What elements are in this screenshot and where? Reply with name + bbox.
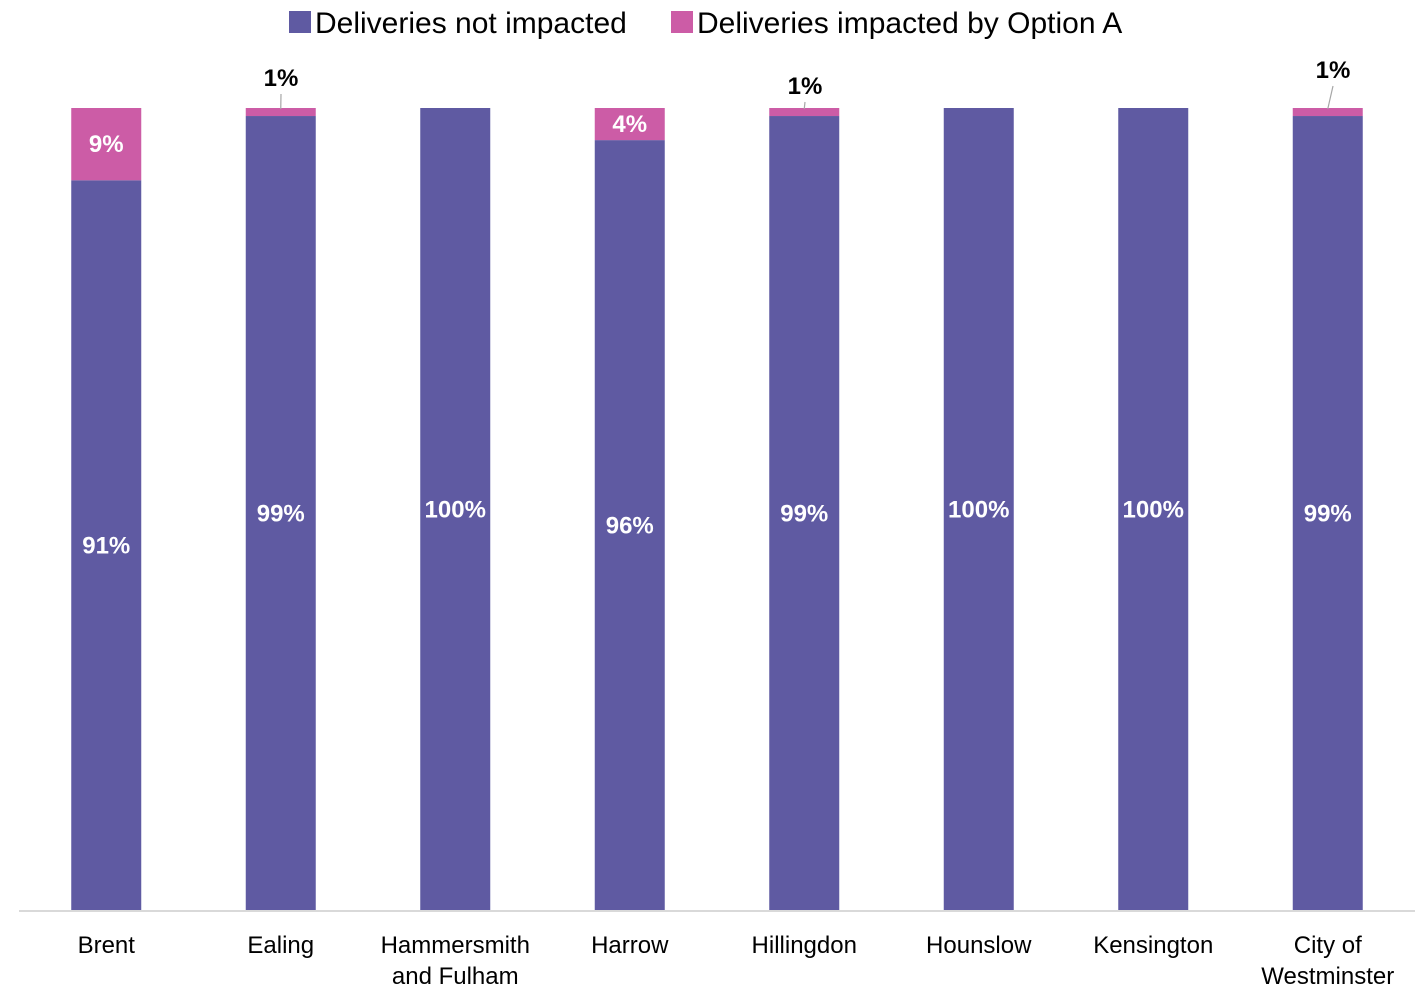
category-label-line: Hillingdon xyxy=(752,932,857,959)
category-label-line: Hammersmith xyxy=(381,932,530,959)
legend-swatch-impacted xyxy=(671,11,693,33)
category-label: City of Westminster xyxy=(1261,932,1394,988)
legend-label-not-impacted: Deliveries not impacted xyxy=(315,7,627,40)
data-label-impacted: 1% xyxy=(1316,57,1351,84)
data-label-not-impacted: 96% xyxy=(606,513,654,540)
category-label-line: Hounslow xyxy=(926,932,1032,959)
data-label-not-impacted: 99% xyxy=(780,501,828,528)
category-label-line: Westminster xyxy=(1261,963,1394,988)
bar-impacted xyxy=(769,108,839,116)
data-label-not-impacted: 100% xyxy=(948,497,1009,524)
category-label: Harrow xyxy=(591,932,669,959)
data-label-not-impacted: 99% xyxy=(1304,501,1352,528)
data-label-not-impacted: 100% xyxy=(1123,497,1184,524)
category-label-line: Harrow xyxy=(591,932,669,959)
category-label: Ealing xyxy=(247,932,314,959)
data-label-impacted: 1% xyxy=(264,65,299,92)
data-label-not-impacted: 99% xyxy=(257,501,305,528)
category-label-line: Brent xyxy=(78,932,136,959)
data-label-leader-line xyxy=(1328,86,1333,109)
category-label: Brent xyxy=(78,932,136,959)
category-label-line: Ealing xyxy=(247,932,314,959)
category-label-line: Kensington xyxy=(1093,932,1213,959)
category-label: Hammersmith and Fulham xyxy=(381,932,530,988)
data-label-not-impacted: 91% xyxy=(82,533,130,560)
bar-impacted xyxy=(246,108,316,116)
data-label-not-impacted: 100% xyxy=(425,497,486,524)
category-labels-group: Brent Ealing Hammersmith and Fulham Harrow Hi… xyxy=(78,932,1395,988)
category-label: Hounslow xyxy=(926,932,1032,959)
category-label: Hillingdon xyxy=(752,932,857,959)
category-label: Kensington xyxy=(1093,932,1213,959)
category-label-line: City of xyxy=(1294,932,1362,959)
data-label-impacted: 4% xyxy=(612,111,647,138)
data-label-impacted: 9% xyxy=(89,131,124,158)
bar-impacted xyxy=(1293,108,1363,116)
data-label-leader-line xyxy=(804,102,805,109)
category-label-line: and Fulham xyxy=(392,963,519,988)
legend-label-impacted: Deliveries impacted by Option A xyxy=(697,7,1122,40)
legend: Deliveries not impacted Deliveries impac… xyxy=(289,7,1122,40)
data-label-impacted: 1% xyxy=(788,73,823,100)
legend-swatch-not-impacted xyxy=(289,11,311,33)
